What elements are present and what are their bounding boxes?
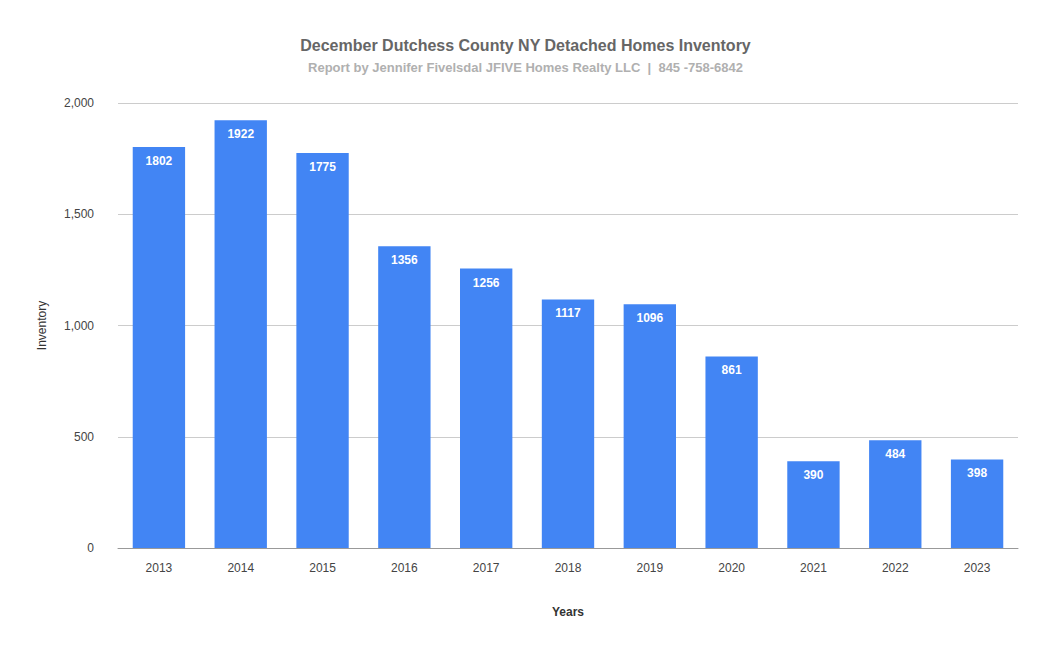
svg-text:390: 390	[803, 468, 823, 482]
svg-text:0: 0	[87, 541, 94, 555]
svg-text:2,000: 2,000	[64, 96, 94, 110]
svg-text:1356: 1356	[391, 253, 418, 267]
svg-text:2019: 2019	[636, 561, 663, 575]
svg-text:1802: 1802	[146, 154, 173, 168]
svg-text:1,000: 1,000	[64, 319, 94, 333]
svg-text:1096: 1096	[636, 311, 663, 325]
svg-text:2022: 2022	[882, 561, 909, 575]
svg-text:2013: 2013	[146, 561, 173, 575]
svg-text:398: 398	[967, 466, 987, 480]
svg-text:2018: 2018	[555, 561, 582, 575]
svg-text:500: 500	[74, 430, 94, 444]
svg-text:1117: 1117	[555, 306, 581, 320]
svg-text:1,500: 1,500	[64, 207, 94, 221]
svg-text:Report by Jennifer Fivelsdal J: Report by Jennifer Fivelsdal JFIVE Homes…	[308, 60, 743, 75]
svg-text:1256: 1256	[473, 276, 500, 290]
svg-text:2023: 2023	[964, 561, 991, 575]
svg-text:December Dutchess County NY De: December Dutchess County NY Detached Hom…	[300, 37, 751, 54]
svg-text:2014: 2014	[227, 561, 254, 575]
svg-text:2017: 2017	[473, 561, 500, 575]
svg-text:Years: Years	[552, 605, 584, 619]
svg-text:2016: 2016	[391, 561, 418, 575]
svg-text:2015: 2015	[309, 561, 336, 575]
svg-text:484: 484	[885, 447, 905, 461]
svg-text:861: 861	[722, 363, 742, 377]
svg-text:Inventory: Inventory	[35, 301, 49, 350]
svg-text:2021: 2021	[800, 561, 827, 575]
svg-text:1775: 1775	[309, 160, 336, 174]
svg-text:1922: 1922	[227, 127, 254, 141]
svg-text:2020: 2020	[718, 561, 745, 575]
